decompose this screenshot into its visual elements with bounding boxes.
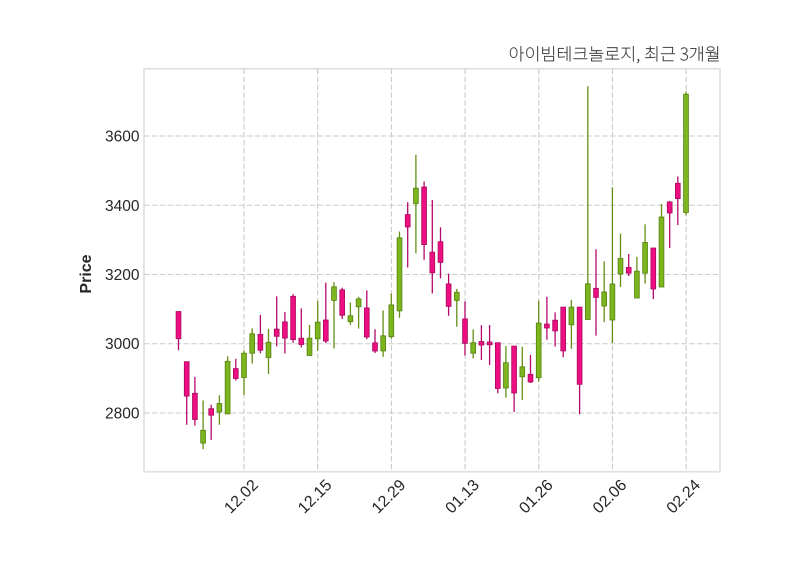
svg-text:3200: 3200 <box>105 267 140 284</box>
svg-text:3400: 3400 <box>105 198 140 215</box>
svg-text:2800: 2800 <box>105 406 140 423</box>
svg-text:3000: 3000 <box>105 336 140 353</box>
svg-text:3600: 3600 <box>105 129 140 146</box>
svg-text:Price: Price <box>78 254 95 293</box>
